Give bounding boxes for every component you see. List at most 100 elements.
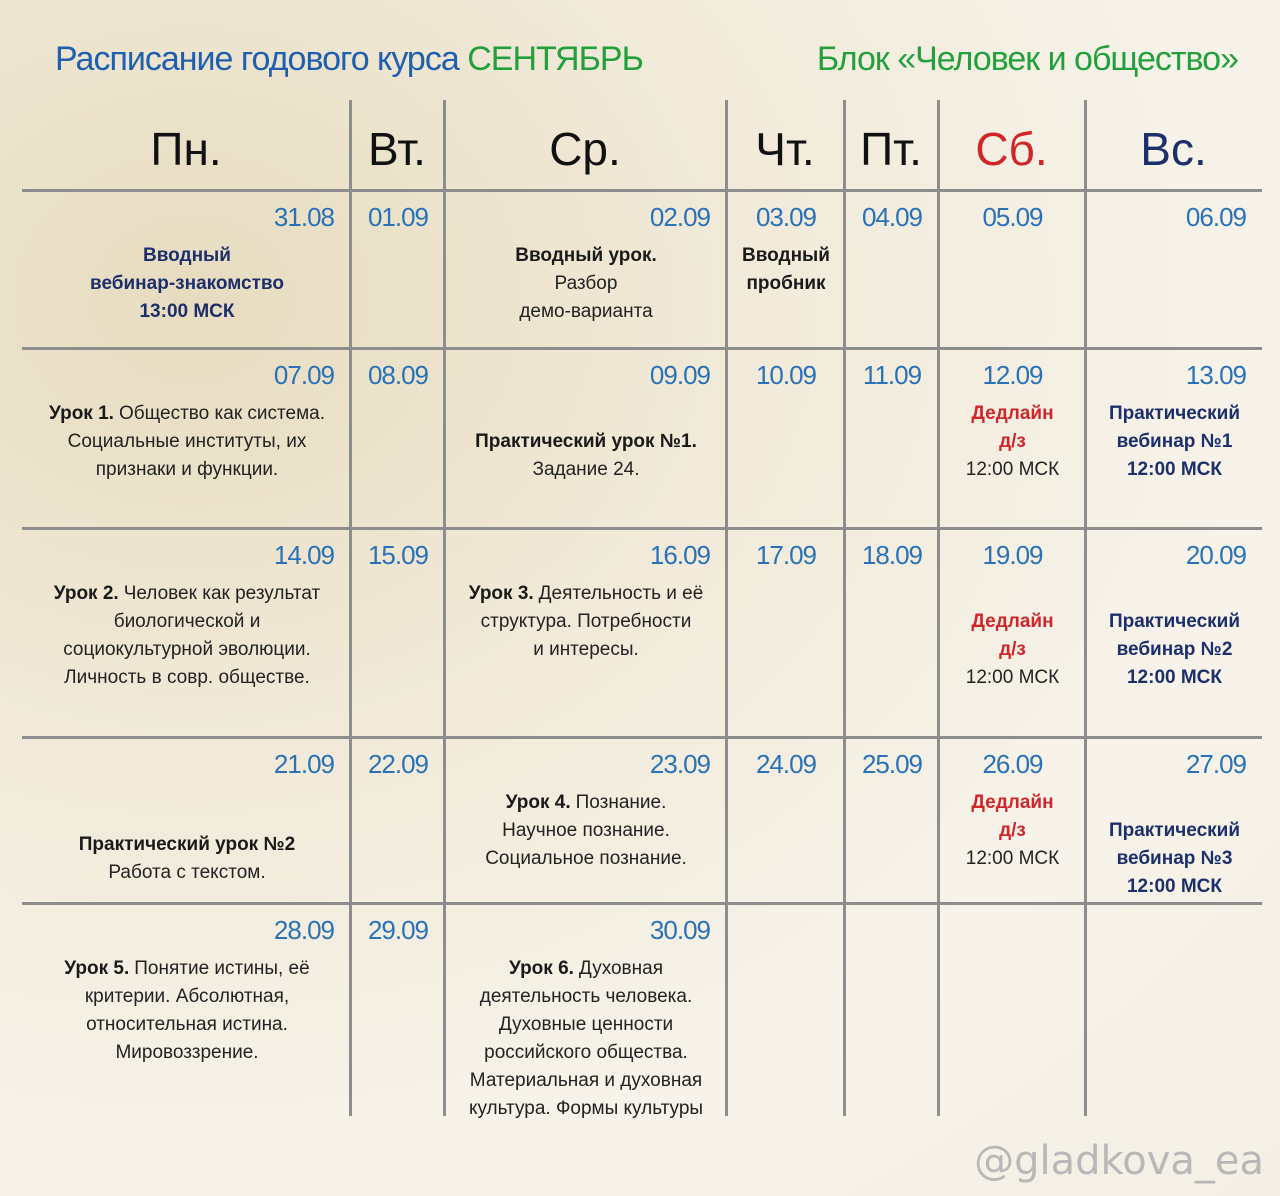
- cell-line: Вводный урок.: [515, 245, 657, 266]
- cell-text: Человек как результат: [123, 583, 321, 604]
- cell-line: Практический: [1108, 820, 1241, 841]
- cell-line: вебинар №2: [1116, 639, 1233, 660]
- cell-date: 21.09: [273, 749, 335, 779]
- day-cell: 26.09 Дедлайн д/з 12:00 МСК: [942, 739, 1083, 901]
- cell-line: 12:00 МСК: [965, 459, 1060, 480]
- day-header: Вс.: [1140, 123, 1207, 175]
- day-cell: 18.09: [848, 530, 936, 735]
- cell-date: 02.09: [649, 202, 711, 232]
- day-cell: 06.09: [1089, 192, 1260, 346]
- cell-date: 05.09: [982, 202, 1043, 232]
- cell-line: Урок 4. Познание.: [448, 789, 724, 817]
- cell-date: 29.09: [367, 915, 429, 945]
- cell-line: Урок 3. Деятельность и её: [448, 580, 724, 608]
- cell-body: Вводный вебинар-знакомство 13:00 МСК: [26, 242, 348, 326]
- grid-line-vertical: [843, 100, 846, 1116]
- grid-line-horizontal: [22, 902, 1262, 905]
- cell-body: Вводный урок. Разбор демо-варианта: [448, 242, 724, 326]
- cell-line: Вводный: [143, 245, 231, 266]
- day-cell: 19.09 Дедлайн д/з 12:00 МСК: [942, 530, 1083, 735]
- cell-line: Урок 5. Понятие истины, её: [26, 955, 348, 983]
- cell-line: культура. Формы культуры: [468, 1098, 704, 1119]
- cell-date: 22.09: [367, 749, 429, 779]
- cell-body: Практический вебинар №1 12:00 МСК: [1089, 400, 1260, 484]
- watermark: @gladkova_ea: [974, 1138, 1264, 1184]
- cell-line: структура. Потребности: [480, 611, 692, 632]
- cell-date: 17.09: [755, 540, 817, 570]
- cell-text: Общество как система.: [118, 403, 325, 424]
- grid-line-vertical: [1084, 100, 1087, 1116]
- cell-line: д/з: [999, 639, 1026, 660]
- cell-line: 12:00 МСК: [1126, 459, 1223, 480]
- cell-body: Урок 1. Общество как система. Социальные и…: [26, 400, 348, 484]
- day-cell: 09.09 Практический урок №1. Задание 24.: [448, 350, 724, 526]
- cell-date: 31.08: [273, 202, 335, 232]
- cell-line: Личность в совр. обществе.: [64, 667, 310, 688]
- grid-line-vertical: [725, 100, 728, 1116]
- day-header: Пт.: [860, 123, 922, 175]
- grid-line-vertical: [443, 100, 446, 1116]
- cell-date: 01.09: [367, 202, 429, 232]
- cell-text: Урок 6.: [508, 958, 574, 979]
- cell-date: 13.09: [1185, 360, 1247, 390]
- cell-line: российского общества.: [484, 1042, 688, 1063]
- grid-line-horizontal: [22, 347, 1262, 350]
- cell-text: Урок 3.: [468, 583, 534, 604]
- cell-line: Урок 2. Человек как результат: [26, 580, 348, 608]
- cell-date: 06.09: [1185, 202, 1247, 232]
- cell-line: 12:00 МСК: [1126, 876, 1223, 897]
- cell-body: Дедлайн д/з 12:00 МСК: [942, 400, 1083, 484]
- cell-line: Практический урок №1.: [475, 431, 697, 452]
- cell-body: Вводный пробник: [730, 242, 842, 298]
- day-header: Вт.: [368, 123, 426, 175]
- cell-date: 04.09: [861, 202, 923, 232]
- cell-line: Духовные ценности: [498, 1014, 674, 1035]
- cell-line: Практический: [1108, 611, 1241, 632]
- header-title: Расписание годового курса: [55, 40, 460, 78]
- day-header: Чт.: [755, 123, 815, 175]
- cell-date: 07.09: [273, 360, 335, 390]
- cell-text: Урок 2.: [53, 583, 119, 604]
- day-cell: 17.09: [730, 530, 842, 735]
- day-header: Ср.: [549, 123, 621, 175]
- cell-line: демо-варианта: [519, 301, 653, 322]
- cell-line: Мировоззрение.: [115, 1042, 259, 1063]
- day-cell: 22.09: [354, 739, 442, 901]
- cell-line: 12:00 МСК: [965, 848, 1060, 869]
- cell-date: 10.09: [755, 360, 817, 390]
- cell-date: 27.09: [1185, 749, 1247, 779]
- cell-line: д/з: [999, 820, 1026, 841]
- cell-line: Вводный: [742, 245, 830, 266]
- cell-line: относительная истина.: [86, 1014, 288, 1035]
- cell-line: Социальные институты, их: [67, 431, 307, 452]
- cell-line: Материальная и духовная: [469, 1070, 703, 1091]
- cell-line: деятельность человека.: [479, 986, 693, 1007]
- day-header: Сб.: [975, 123, 1048, 175]
- cell-date: 03.09: [755, 202, 817, 232]
- cell-date: 16.09: [649, 540, 711, 570]
- cell-line: Социальное познание.: [485, 848, 687, 869]
- day-cell: 27.09 Практический вебинар №3 12:00 МСК: [1089, 739, 1260, 901]
- cell-line: пробник: [746, 273, 826, 294]
- day-cell: 21.09 Практический урок №2 Работа с тексто…: [26, 739, 348, 901]
- cell-date: 26.09: [982, 749, 1043, 779]
- day-cell: 11.09: [848, 350, 936, 526]
- cell-date: 08.09: [367, 360, 429, 390]
- cell-text: Деятельность и её: [538, 583, 704, 604]
- cell-body: Урок 5. Понятие истины, её критерии. Абсол…: [26, 955, 348, 1067]
- header-month: СЕНТЯБРЬ: [467, 40, 644, 78]
- day-cell: 16.09 Урок 3. Деятельность и её структура. …: [448, 530, 724, 735]
- grid-line-horizontal: [22, 527, 1262, 530]
- cell-date: 28.09: [273, 915, 335, 945]
- day-cell: 05.09: [942, 192, 1083, 346]
- cell-date: 30.09: [649, 915, 711, 945]
- cell-line: вебинар №3: [1116, 848, 1233, 869]
- cell-date: 09.09: [649, 360, 711, 390]
- cell-line: 12:00 МСК: [1126, 667, 1223, 688]
- cell-date: 25.09: [861, 749, 923, 779]
- cell-body: Практический урок №2 Работа с текстом.: [26, 831, 348, 887]
- cell-line: вебинар №1: [1116, 431, 1233, 452]
- grid-line-vertical: [349, 100, 352, 1116]
- day-cell: 31.08 Вводный вебинар-знакомство 13:00 МСК: [26, 192, 348, 346]
- cell-line: Работа с текстом.: [108, 862, 266, 883]
